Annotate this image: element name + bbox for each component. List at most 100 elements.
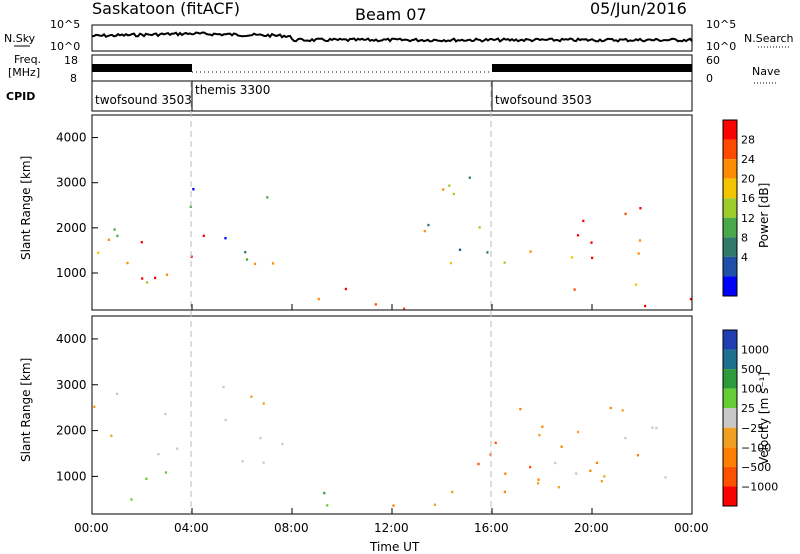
data-cell bbox=[639, 207, 642, 210]
data-cell bbox=[323, 491, 326, 495]
data-cell bbox=[241, 460, 244, 463]
data-cell bbox=[259, 436, 262, 440]
data-cell bbox=[452, 192, 455, 196]
nave-tick-top: 60 bbox=[706, 54, 720, 67]
data-cell bbox=[157, 453, 160, 456]
colorbar-label: 24 bbox=[741, 153, 755, 166]
data-cell bbox=[637, 252, 640, 255]
data-cell bbox=[582, 219, 585, 223]
data-cell bbox=[192, 188, 195, 191]
colorbar-swatch bbox=[723, 486, 737, 506]
data-cell bbox=[145, 477, 148, 480]
data-cell bbox=[664, 476, 667, 479]
data-cell bbox=[344, 287, 347, 291]
data-cell bbox=[433, 503, 436, 506]
colorbar-swatch bbox=[723, 159, 737, 179]
date-title: 05/Jun/2016 bbox=[590, 0, 687, 18]
colorbar-swatch bbox=[723, 330, 737, 350]
data-cell bbox=[603, 475, 606, 478]
colorbar-label: 20 bbox=[741, 173, 755, 186]
noise-right-tick-bottom: 10^0 bbox=[706, 40, 736, 53]
colorbar-label: −500 bbox=[741, 461, 771, 474]
frequency-trace bbox=[92, 64, 692, 73]
data-cell bbox=[590, 241, 593, 244]
data-cell bbox=[486, 251, 489, 254]
data-cell bbox=[554, 461, 557, 465]
noise-left-tick-bottom: 10^0 bbox=[50, 40, 80, 53]
data-cell bbox=[224, 237, 227, 240]
data-cell bbox=[537, 478, 540, 481]
power-ylabel: Slant Range [km] bbox=[19, 156, 33, 260]
data-cell bbox=[529, 250, 532, 253]
data-cell bbox=[519, 407, 522, 411]
colorbar-swatch bbox=[723, 408, 737, 428]
y-tick-label: 1000 bbox=[56, 266, 87, 280]
colorbar-swatch bbox=[723, 388, 737, 409]
data-cell bbox=[609, 406, 612, 410]
data-cell bbox=[427, 223, 430, 227]
colorbar-swatch bbox=[723, 237, 737, 257]
data-cell bbox=[110, 434, 113, 437]
data-cell bbox=[116, 234, 119, 238]
y-tick-label: 2000 bbox=[56, 424, 87, 438]
colorbar-label: 8 bbox=[741, 231, 748, 244]
data-cell bbox=[503, 261, 506, 264]
data-cell bbox=[250, 395, 253, 398]
data-cell bbox=[403, 307, 406, 310]
data-cell bbox=[638, 239, 642, 242]
x-tick-label: 12:00 bbox=[374, 521, 409, 535]
colorbar-label: 12 bbox=[741, 212, 755, 225]
data-cell bbox=[503, 490, 506, 494]
colorbar-swatch bbox=[723, 217, 737, 238]
data-cell bbox=[529, 465, 532, 469]
colorbar-swatch bbox=[723, 427, 737, 448]
colorbar-swatch bbox=[723, 120, 737, 140]
data-cell bbox=[374, 303, 377, 306]
data-cell bbox=[600, 480, 603, 483]
data-cell bbox=[573, 288, 576, 291]
data-cell bbox=[451, 490, 454, 494]
y-ticks: 1000 2000 3000 4000 1000 2000 3000 4000 bbox=[56, 131, 98, 483]
noise-trace bbox=[91, 31, 693, 43]
data-cell bbox=[93, 405, 96, 408]
cpid-label: CPID bbox=[6, 90, 35, 103]
data-cell bbox=[624, 436, 627, 440]
freq-band-1 bbox=[92, 64, 192, 72]
x-tick-label: 04:00 bbox=[174, 521, 209, 535]
velocity-colorbar: 1000 500 100 25 −25 −100 −500 −1000 bbox=[722, 329, 778, 507]
data-cell bbox=[116, 392, 119, 395]
data-cell bbox=[595, 461, 598, 465]
data-cell bbox=[560, 445, 563, 448]
power-colorbar: 28 24 20 16 12 8 4 bbox=[722, 119, 755, 297]
freq-band-2 bbox=[492, 64, 692, 72]
data-cell bbox=[245, 258, 249, 261]
data-cell bbox=[423, 229, 426, 233]
colorbar-label: 28 bbox=[741, 134, 755, 147]
data-cell bbox=[571, 256, 574, 259]
colorbar-swatch bbox=[723, 178, 737, 199]
data-cell bbox=[262, 402, 265, 405]
noise-right-tick-top: 10^5 bbox=[706, 18, 736, 31]
data-cell bbox=[458, 248, 462, 251]
data-cell bbox=[253, 262, 257, 266]
data-cell bbox=[202, 234, 205, 237]
data-cell bbox=[176, 447, 179, 450]
data-cell bbox=[557, 486, 560, 489]
x-tick-label: 00:00 bbox=[674, 521, 709, 535]
nave-label: Nave bbox=[752, 65, 780, 78]
colorbar-frame bbox=[722, 329, 738, 507]
x-tick-label: 16:00 bbox=[474, 521, 509, 535]
data-cell bbox=[621, 409, 624, 412]
data-cell bbox=[271, 262, 275, 265]
data-cell bbox=[448, 184, 451, 187]
freq-label-1: Freq. bbox=[14, 53, 41, 66]
data-cell bbox=[576, 430, 580, 434]
x-axis-title: Time UT bbox=[369, 540, 420, 554]
data-cell bbox=[541, 425, 544, 428]
y-tick-label: 2000 bbox=[56, 221, 87, 235]
x-ticks: 00:00 04:00 08:00 12:00 16:00 20:00 00:00 bbox=[74, 304, 709, 535]
data-cell bbox=[442, 188, 445, 191]
data-cell bbox=[107, 238, 110, 241]
